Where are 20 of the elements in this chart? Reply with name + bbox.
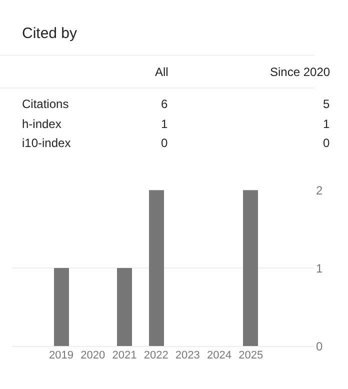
- y-tick-label: 0: [316, 340, 323, 354]
- x-tick-label: 2024: [207, 349, 232, 362]
- text: h-index: [22, 117, 62, 131]
- text: Since 2020: [270, 65, 330, 79]
- x-tick-label: 2022: [144, 349, 168, 362]
- x-tick-label: 2019: [49, 349, 74, 362]
- y-tick-label: 2: [316, 183, 323, 198]
- text: 0: [161, 136, 168, 150]
- x-tick-label: 2025: [238, 349, 264, 362]
- text: i10-index: [22, 136, 71, 150]
- x-tick-label: 2021: [112, 349, 137, 362]
- text: All: [155, 65, 168, 79]
- text: Cited by: [22, 25, 78, 42]
- text: 5: [323, 97, 330, 111]
- x-tick-label: 2020: [80, 349, 106, 362]
- x-tick-label: 2023: [175, 349, 200, 362]
- text: Citations: [22, 97, 69, 111]
- text: 6: [161, 97, 168, 111]
- text: 1: [161, 117, 168, 131]
- y-tick-label: 1: [316, 261, 323, 276]
